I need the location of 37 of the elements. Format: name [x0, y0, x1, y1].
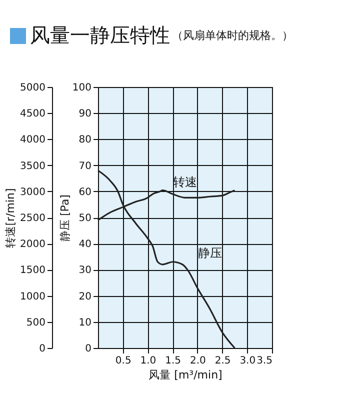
y2-tick-label: 1500 — [20, 265, 46, 276]
y-tick-label: 40 — [78, 239, 92, 250]
y2-tick-label: 4000 — [20, 134, 46, 146]
y2-tick-label: 4500 — [20, 108, 46, 120]
x-tick-label: 3.5 — [256, 356, 272, 366]
chart-title: 风量一静压特性 — [30, 22, 170, 49]
y2-tick-label: 2500 — [20, 213, 46, 224]
y-tick-label: 30 — [78, 265, 92, 276]
y2-tick-label: 1000 — [20, 291, 46, 302]
y-tick-label: 100 — [72, 82, 92, 94]
x-tick-label: 1.0 — [140, 356, 156, 366]
y-tick-label: 70 — [78, 160, 92, 172]
y-tick-label: 60 — [78, 186, 92, 198]
y-tick-label: 50 — [78, 213, 92, 224]
series-label: 转速 — [173, 175, 197, 189]
y2-tick-label: 2000 — [20, 239, 46, 250]
y2-tick-label: 3000 — [20, 186, 46, 198]
y-tick-label: 90 — [78, 108, 92, 120]
x-tick-label: 1.5 — [165, 356, 182, 366]
y2-tick-label: 500 — [26, 317, 46, 328]
x-tick-label: 2.5 — [214, 356, 231, 366]
y2-tick-label: 3500 — [20, 160, 46, 172]
y2-axis-title: 转速[r/min] — [4, 188, 18, 248]
y-tick-label: 80 — [78, 134, 92, 146]
y-tick-label: 0 — [85, 344, 92, 354]
y-axis-title: 静压 [Pa] — [58, 194, 72, 242]
y2-tick-label: 0 — [39, 344, 46, 354]
x-tick-label: 2.0 — [190, 356, 206, 366]
line-series — [97, 170, 236, 349]
y2-tick-label: 5000 — [20, 82, 46, 94]
x-axis-title: 风量 [m³/min] — [148, 368, 222, 382]
y-tick-label: 20 — [78, 291, 92, 302]
x-tick-label: 3.0 — [240, 356, 256, 366]
series-label: 静压 — [198, 246, 222, 260]
y-tick-label: 10 — [78, 317, 92, 328]
chart-subtitle: （风扇单体时的规格。） — [172, 28, 293, 43]
x-tick-label: 0.5 — [115, 356, 132, 366]
